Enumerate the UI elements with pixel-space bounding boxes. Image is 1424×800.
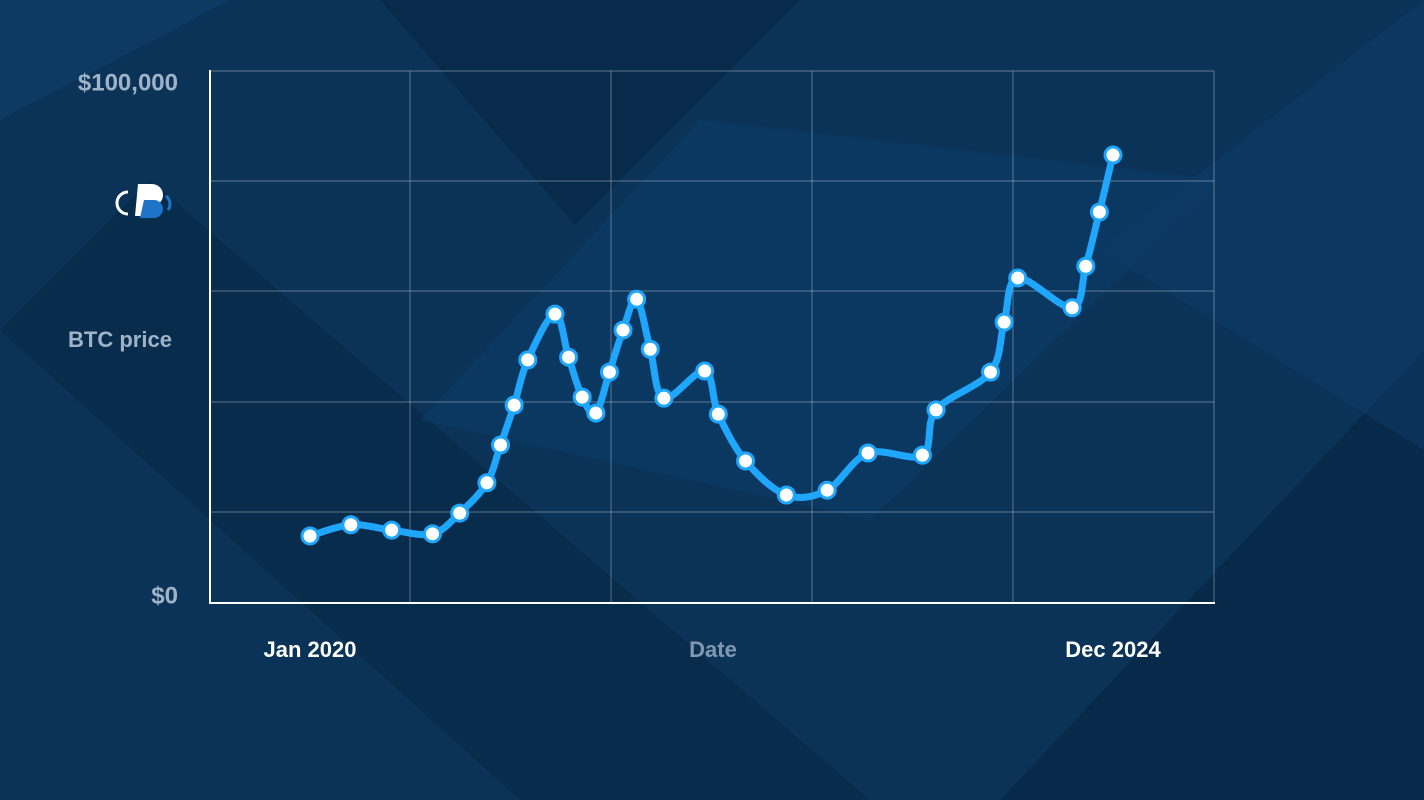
data-point [926,400,946,420]
data-point [559,347,579,367]
data-point [627,289,647,309]
data-point [1076,256,1096,276]
data-point [613,320,633,340]
data-point [572,387,592,407]
data-point [545,304,565,324]
data-point [912,445,932,465]
data-point [695,361,715,381]
data-point [981,362,1001,382]
data-point [640,339,660,359]
data-point [736,451,756,471]
data-point [422,524,442,544]
data-point [586,403,606,423]
y-axis-label: BTC price [68,327,172,352]
data-point [599,362,619,382]
data-point [504,395,524,415]
data-point [491,435,511,455]
data-point [300,526,320,546]
y-tick-label: $0 [151,582,178,609]
data-point [1008,268,1028,288]
y-tick-label: $100,000 [78,69,178,96]
grid [210,70,1215,603]
x-tick-label: Dec 2024 [1065,637,1161,662]
data-point [994,312,1014,332]
data-point [450,503,470,523]
x-tick-label: Jan 2020 [264,637,357,662]
data-point [518,350,538,370]
data-point [858,443,878,463]
data-point [477,473,497,493]
data-point [654,388,674,408]
axes [209,70,1215,604]
data-point [1103,145,1123,165]
data-point [1062,298,1082,318]
data-point [776,485,796,505]
logo [115,184,172,218]
data-point [817,480,837,500]
data-point [341,515,361,535]
data-point [708,404,728,424]
x-axis-label: Date [689,637,737,662]
data-point [382,520,402,540]
data-point [1089,202,1109,222]
